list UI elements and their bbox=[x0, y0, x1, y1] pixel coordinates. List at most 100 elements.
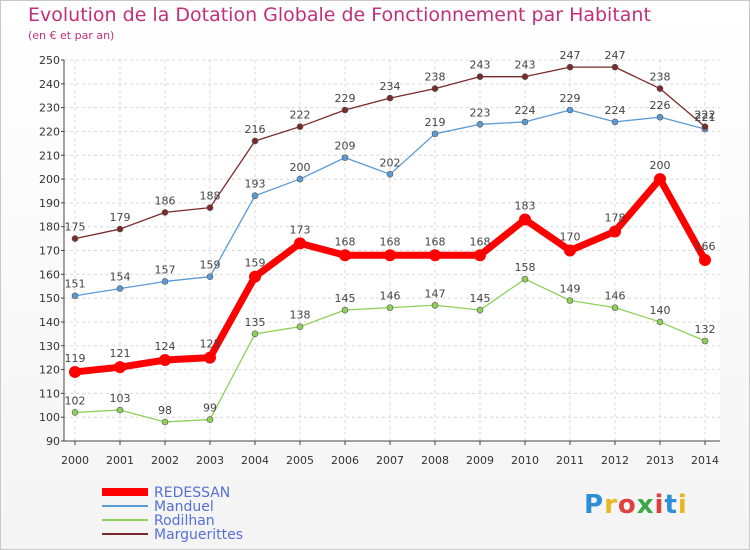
data-label-rodilhan: 149 bbox=[560, 283, 581, 296]
data-point-manduel bbox=[206, 273, 214, 280]
data-label-marguerittes: 243 bbox=[515, 59, 536, 72]
data-point-redessan bbox=[339, 249, 351, 262]
x-tick-label: 2006 bbox=[331, 454, 359, 467]
data-point-marguerittes bbox=[386, 94, 394, 102]
data-label-marguerittes: 238 bbox=[425, 71, 446, 84]
data-label-rodilhan: 103 bbox=[110, 392, 131, 405]
data-label-rodilhan: 146 bbox=[380, 290, 401, 303]
y-tick-label: 210 bbox=[39, 149, 60, 162]
x-tick-label: 2000 bbox=[61, 454, 89, 467]
data-label-manduel: 221 bbox=[695, 111, 716, 124]
data-label-redessan: 183 bbox=[515, 200, 536, 213]
data-label-rodilhan: 140 bbox=[650, 304, 671, 317]
data-label-redessan: 166 bbox=[695, 240, 716, 253]
data-label-manduel: 229 bbox=[560, 92, 581, 105]
x-tick-label: 2014 bbox=[691, 454, 719, 467]
data-label-rodilhan: 146 bbox=[605, 290, 626, 303]
logo-letter: r bbox=[604, 490, 618, 520]
data-label-manduel: 202 bbox=[380, 156, 401, 169]
data-point-redessan bbox=[69, 365, 81, 378]
y-tick-label: 190 bbox=[39, 197, 60, 210]
data-label-marguerittes: 247 bbox=[605, 49, 626, 62]
data-point-rodilhan bbox=[71, 409, 79, 416]
x-tick-label: 2002 bbox=[151, 454, 179, 467]
data-point-rodilhan bbox=[206, 416, 214, 423]
data-label-marguerittes: 247 bbox=[560, 49, 581, 62]
data-point-manduel bbox=[251, 192, 259, 200]
y-tick-label: 170 bbox=[39, 245, 60, 258]
data-label-rodilhan: 145 bbox=[335, 292, 356, 305]
x-tick-label: 2003 bbox=[196, 454, 224, 467]
data-point-rodilhan bbox=[251, 330, 259, 338]
data-label-manduel: 223 bbox=[470, 106, 491, 119]
data-label-marguerittes: 188 bbox=[200, 190, 221, 203]
data-point-redessan bbox=[564, 244, 576, 257]
data-point-rodilhan bbox=[116, 406, 124, 414]
data-point-rodilhan bbox=[521, 275, 529, 283]
data-point-marguerittes bbox=[701, 123, 709, 130]
data-label-manduel: 209 bbox=[335, 140, 356, 153]
y-tick-label: 200 bbox=[39, 173, 60, 186]
data-point-marguerittes bbox=[611, 63, 619, 71]
data-point-rodilhan bbox=[566, 297, 574, 304]
data-point-redessan bbox=[159, 354, 171, 367]
data-point-manduel bbox=[116, 285, 124, 292]
data-label-marguerittes: 175 bbox=[65, 221, 86, 234]
data-label-rodilhan: 98 bbox=[158, 404, 172, 417]
data-label-rodilhan: 132 bbox=[695, 323, 716, 336]
data-label-rodilhan: 147 bbox=[425, 287, 446, 300]
data-label-marguerittes: 243 bbox=[470, 59, 491, 72]
data-point-manduel bbox=[611, 118, 619, 126]
data-point-marguerittes bbox=[251, 137, 259, 145]
data-label-manduel: 159 bbox=[200, 259, 221, 272]
data-label-marguerittes: 238 bbox=[650, 71, 671, 84]
y-tick-label: 240 bbox=[39, 78, 60, 91]
data-point-rodilhan bbox=[161, 418, 169, 426]
data-point-redessan bbox=[204, 351, 216, 364]
data-point-rodilhan bbox=[656, 318, 664, 326]
data-label-marguerittes: 179 bbox=[110, 211, 131, 224]
data-point-rodilhan bbox=[341, 306, 349, 314]
proxiti-logo: Proxiti bbox=[584, 490, 688, 520]
x-tick-label: 2010 bbox=[511, 454, 539, 467]
x-tick-label: 2001 bbox=[106, 454, 134, 467]
data-label-redessan: 125 bbox=[200, 338, 221, 351]
y-tick-label: 130 bbox=[39, 340, 60, 353]
y-tick-label: 100 bbox=[39, 411, 60, 424]
data-point-redessan bbox=[294, 237, 306, 250]
y-tick-label: 150 bbox=[39, 292, 60, 305]
data-label-manduel: 224 bbox=[515, 104, 536, 117]
data-point-marguerittes bbox=[476, 73, 484, 80]
data-point-rodilhan bbox=[476, 306, 484, 314]
data-point-manduel bbox=[566, 106, 574, 114]
data-point-marguerittes bbox=[431, 85, 439, 92]
logo-letter: o bbox=[617, 490, 637, 520]
data-label-marguerittes: 222 bbox=[695, 109, 716, 122]
logo-letter: i bbox=[677, 490, 688, 520]
data-label-redessan: 168 bbox=[380, 235, 401, 248]
data-label-redessan: 168 bbox=[335, 235, 356, 248]
data-point-rodilhan bbox=[386, 304, 394, 311]
data-point-redessan bbox=[699, 254, 711, 267]
x-tick-label: 2007 bbox=[376, 454, 404, 467]
x-tick-label: 2004 bbox=[241, 454, 269, 467]
data-label-marguerittes: 229 bbox=[335, 92, 356, 105]
data-label-redessan: 119 bbox=[65, 352, 86, 365]
data-label-redessan: 173 bbox=[290, 223, 311, 236]
data-point-marguerittes bbox=[206, 204, 214, 211]
x-tick-label: 2013 bbox=[646, 454, 674, 467]
data-point-marguerittes bbox=[71, 235, 79, 242]
data-label-redessan: 124 bbox=[155, 340, 176, 353]
x-tick-label: 2005 bbox=[286, 454, 314, 467]
y-tick-label: 120 bbox=[39, 364, 60, 377]
data-point-rodilhan bbox=[611, 304, 619, 311]
data-label-manduel: 226 bbox=[650, 99, 671, 112]
y-tick-label: 220 bbox=[39, 125, 60, 138]
y-tick-label: 110 bbox=[39, 387, 60, 400]
data-point-redessan bbox=[429, 249, 441, 262]
y-tick-label: 180 bbox=[39, 221, 60, 234]
data-point-manduel bbox=[476, 120, 484, 128]
data-label-marguerittes: 186 bbox=[155, 194, 176, 207]
data-point-manduel bbox=[71, 292, 79, 300]
